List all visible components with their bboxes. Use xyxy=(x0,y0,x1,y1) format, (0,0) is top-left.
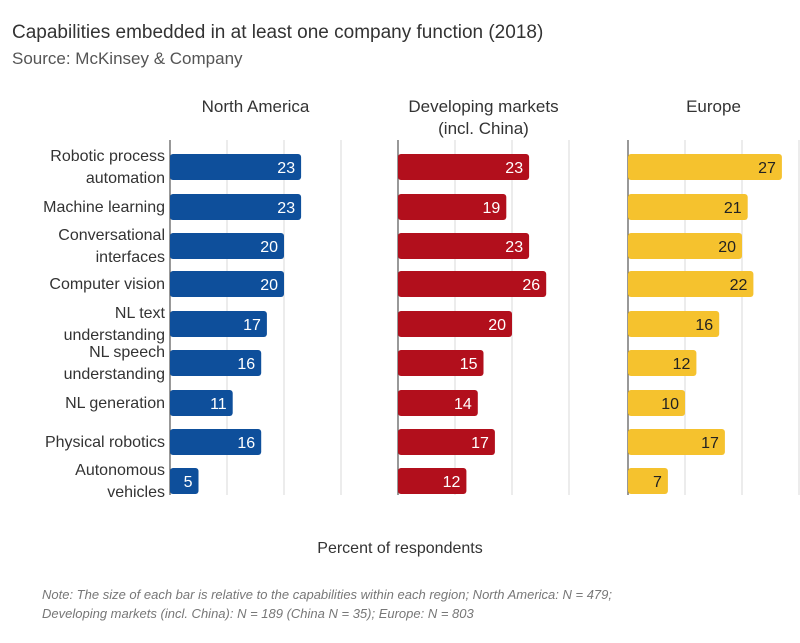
category-label-2: Machine learning xyxy=(43,199,165,216)
bar-1-9 xyxy=(170,468,199,494)
bar-1-8 xyxy=(170,429,262,455)
value-label-2-4: 26 xyxy=(522,277,540,294)
value-label-3-5: 16 xyxy=(695,317,713,334)
bar-2-2 xyxy=(398,194,507,220)
value-label-2-2: 19 xyxy=(483,200,501,217)
value-label-3-1: 27 xyxy=(758,160,776,177)
bar-2-7 xyxy=(398,390,478,416)
bar-3-1 xyxy=(628,154,782,180)
value-label-1-5: 17 xyxy=(243,317,261,334)
value-label-1-4: 20 xyxy=(260,277,278,294)
value-label-3-2: 21 xyxy=(724,200,742,217)
value-label-1-2: 23 xyxy=(277,200,295,217)
value-label-2-5: 20 xyxy=(488,317,506,334)
bar-2-1 xyxy=(398,154,530,180)
category-label-1-line-2: automation xyxy=(86,170,165,187)
value-label-1-1: 23 xyxy=(277,160,295,177)
bar-1-4 xyxy=(170,271,284,297)
bar-1-2 xyxy=(170,194,302,220)
bar-2-5 xyxy=(398,311,512,337)
category-label-7: NL generation xyxy=(65,395,165,412)
x-axis-label: Percent of respondents xyxy=(317,540,483,557)
category-label-8: Physical robotics xyxy=(45,434,165,451)
category-label-9-line-1: Autonomous xyxy=(75,462,165,479)
category-label-5-line-1: NL text xyxy=(115,305,166,322)
bar-3-3 xyxy=(628,233,742,259)
panel-header-2-line-1: Developing markets xyxy=(408,97,558,116)
value-label-3-4: 22 xyxy=(730,277,748,294)
bar-1-6 xyxy=(170,350,262,376)
chart-subtitle: Source: McKinsey & Company xyxy=(12,49,243,68)
bar-3-5 xyxy=(628,311,720,337)
bar-1-5 xyxy=(170,311,267,337)
bar-2-6 xyxy=(398,350,484,376)
value-label-1-7: 11 xyxy=(210,396,227,413)
chart-note: Note: The size of each bar is relative t… xyxy=(42,585,782,623)
bar-3-4 xyxy=(628,271,754,297)
category-label-4: Computer vision xyxy=(49,276,165,293)
chart-title: Capabilities embedded in at least one co… xyxy=(12,22,544,43)
value-label-1-9: 5 xyxy=(184,474,193,491)
bar-3-2 xyxy=(628,194,748,220)
category-label-3-line-1: Conversational xyxy=(58,227,165,244)
value-label-1-8: 16 xyxy=(237,435,255,452)
bar-3-8 xyxy=(628,429,725,455)
value-label-2-7: 14 xyxy=(454,396,472,413)
category-label-9-line-2: vehicles xyxy=(107,484,165,501)
bar-1-1 xyxy=(170,154,302,180)
value-label-3-6: 12 xyxy=(673,356,691,373)
value-label-3-7: 10 xyxy=(661,396,679,413)
category-label-6-line-2: understanding xyxy=(64,366,165,383)
bar-2-4 xyxy=(398,271,547,297)
category-label-1-line-1: Robotic process xyxy=(50,148,165,165)
category-label-5-line-2: understanding xyxy=(64,327,165,344)
value-label-1-3: 20 xyxy=(260,239,278,256)
panel-header-2-line-2: (incl. China) xyxy=(438,119,529,138)
value-label-2-8: 17 xyxy=(471,435,489,452)
value-label-1-6: 16 xyxy=(237,356,255,373)
bar-2-8 xyxy=(398,429,495,455)
bar-2-3 xyxy=(398,233,530,259)
note-line-2: Developing markets (incl. China): N = 18… xyxy=(42,606,474,621)
bar-3-9 xyxy=(628,468,668,494)
bar-3-7 xyxy=(628,390,685,416)
value-label-2-3: 23 xyxy=(505,239,523,256)
value-label-3-9: 7 xyxy=(653,474,662,491)
value-label-3-3: 20 xyxy=(718,239,736,256)
value-label-2-9: 12 xyxy=(443,474,461,491)
bar-1-3 xyxy=(170,233,284,259)
note-line-1: Note: The size of each bar is relative t… xyxy=(42,587,613,602)
panel-header-3: Europe xyxy=(686,97,741,116)
bar-1-7 xyxy=(170,390,233,416)
bar-3-6 xyxy=(628,350,697,376)
value-label-2-1: 23 xyxy=(505,160,523,177)
panel-header-1: North America xyxy=(202,97,310,116)
value-label-3-8: 17 xyxy=(701,435,719,452)
category-label-3-line-2: interfaces xyxy=(96,249,165,266)
category-label-6-line-1: NL speech xyxy=(89,344,165,361)
value-label-2-6: 15 xyxy=(460,356,478,373)
bar-2-9 xyxy=(398,468,467,494)
